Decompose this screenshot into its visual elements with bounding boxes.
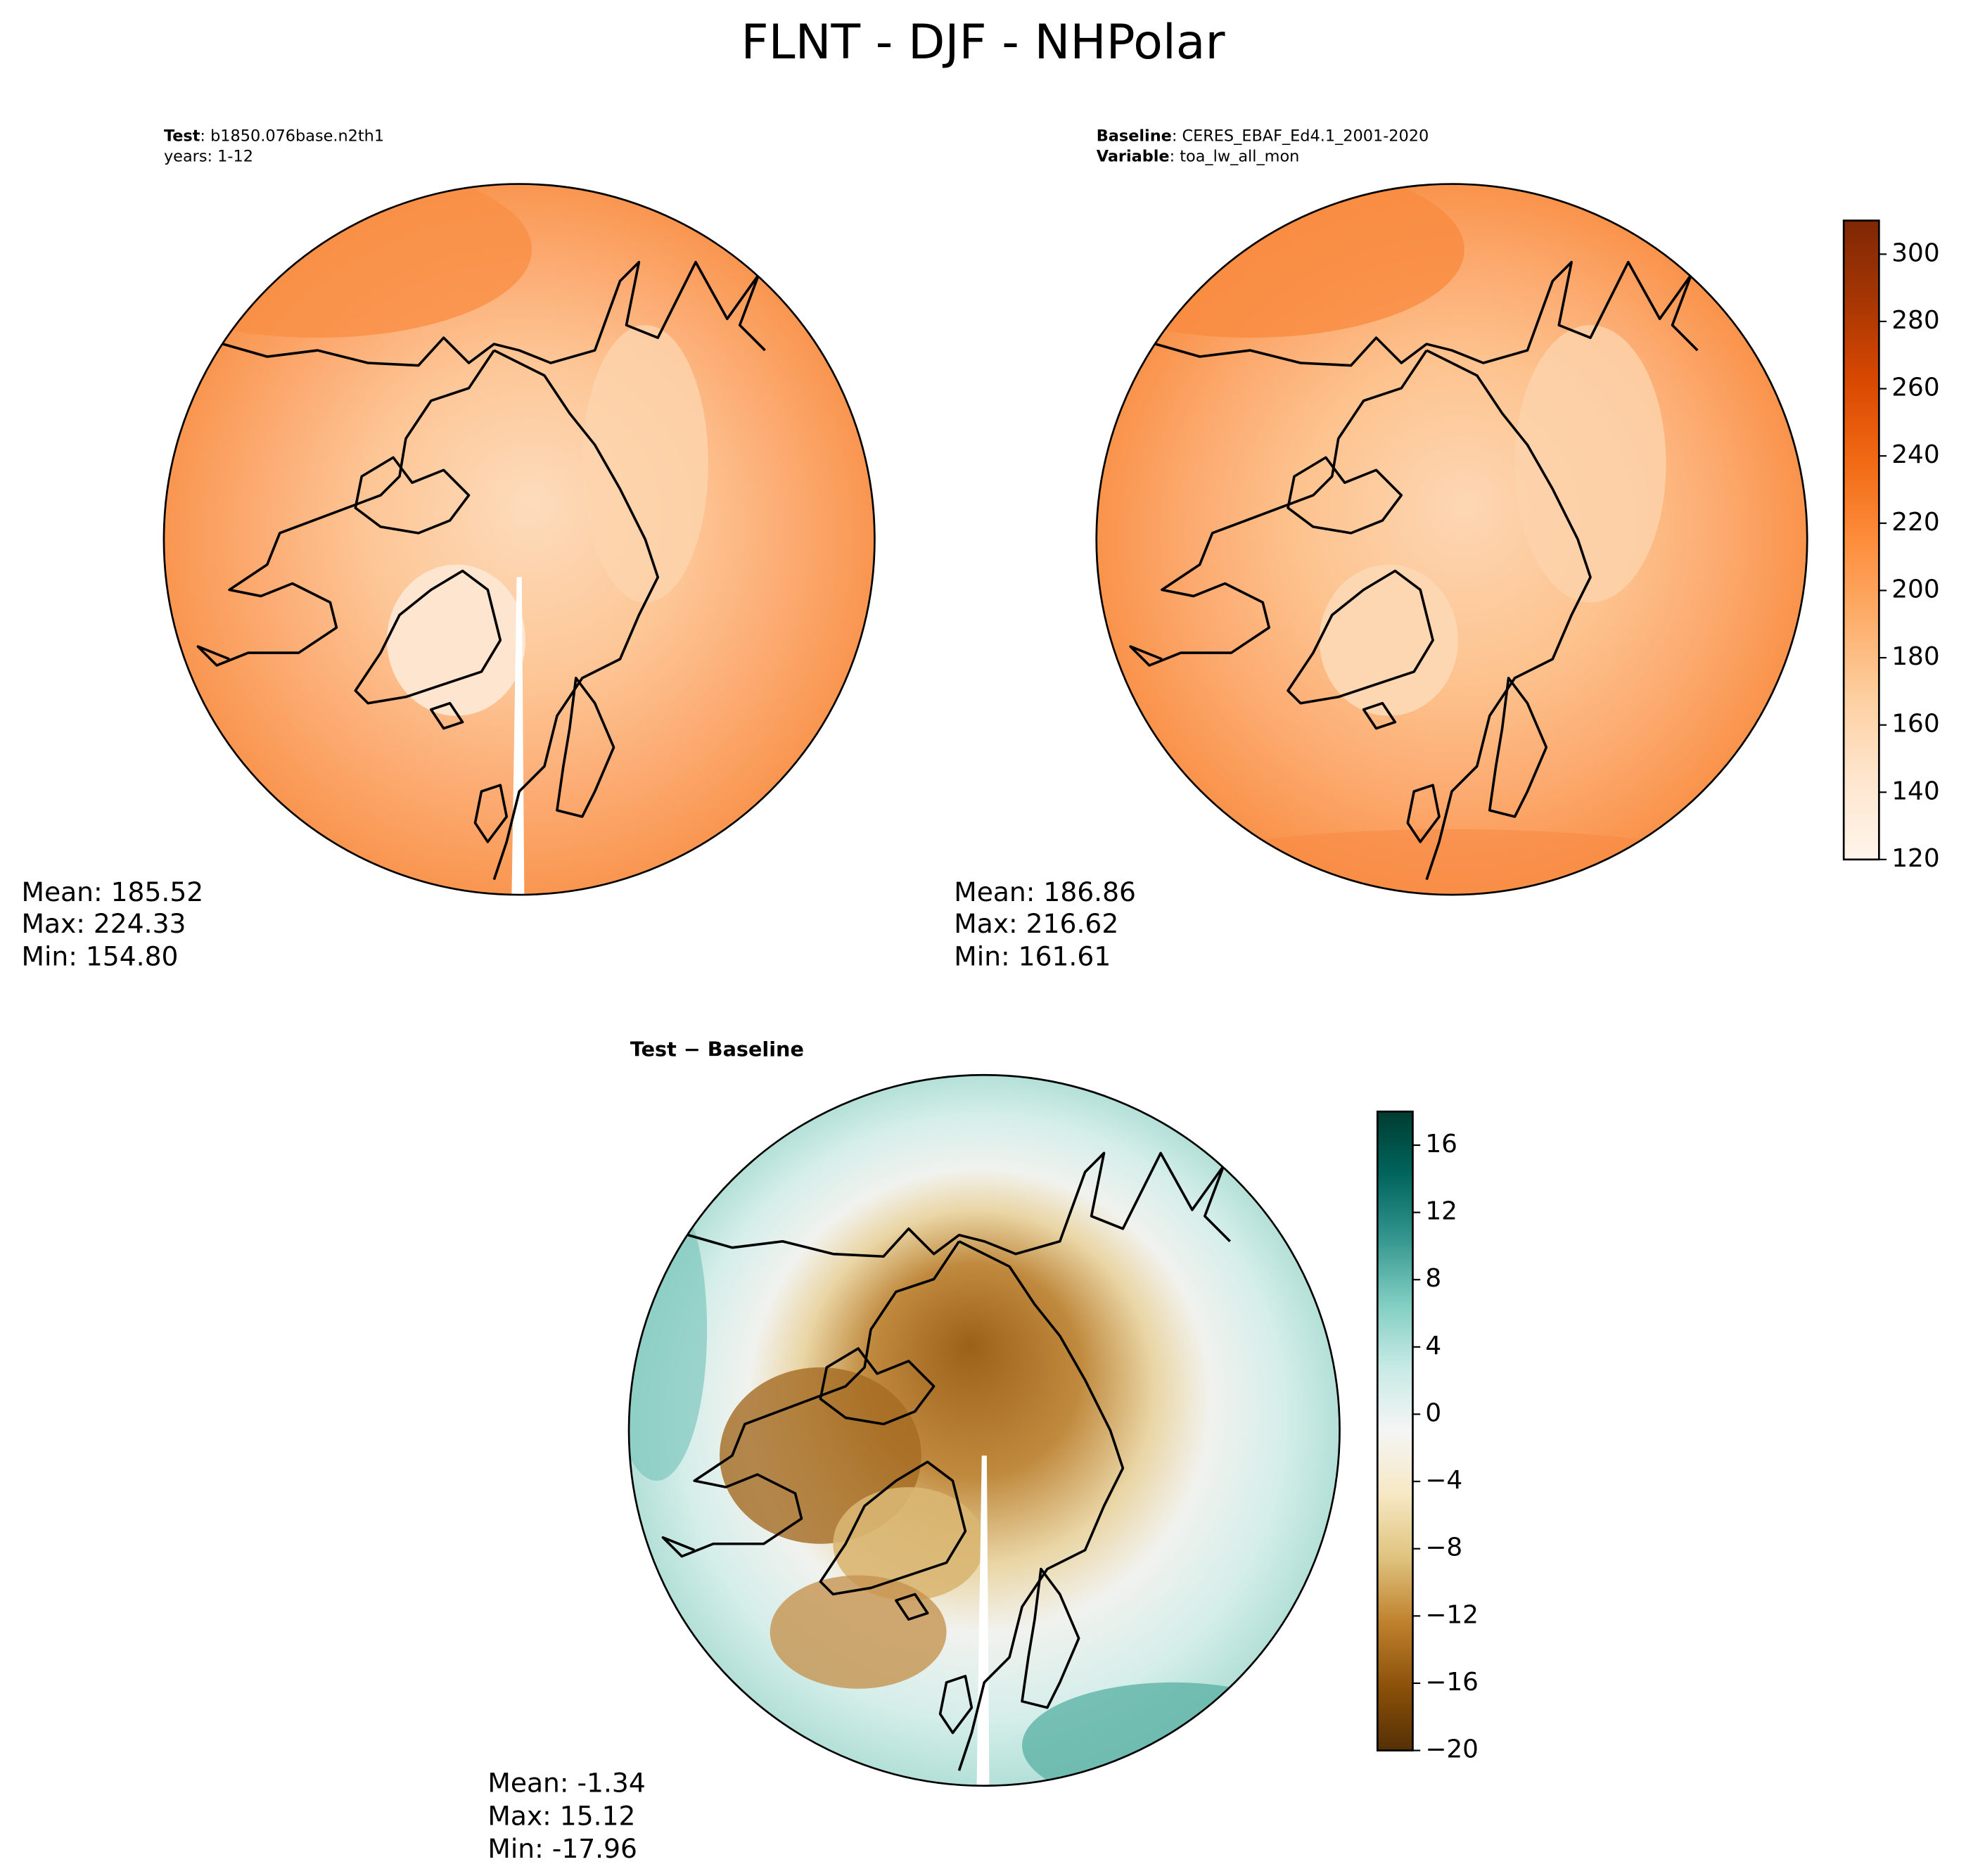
tick-label: 240	[1891, 440, 1939, 469]
stat: Min: 154.80	[21, 940, 178, 971]
tick-label: 180	[1891, 642, 1939, 671]
label-value: : b1850.076base.n2th1	[200, 127, 384, 146]
map	[627, 1073, 1341, 1787]
tick-label: 160	[1891, 710, 1939, 739]
tick-label: 220	[1891, 508, 1939, 537]
panel-label: Test: b1850.076base.n2th1	[164, 127, 384, 146]
stat: Mean: -1.34	[487, 1768, 645, 1799]
figure-title: FLNT - DJF - NHPolar	[741, 15, 1225, 70]
tick-label: −16	[1425, 1668, 1479, 1697]
label-value: : toa_lw_all_mon	[1170, 147, 1300, 165]
panel-label: years: 1-12	[164, 147, 253, 165]
tick-label: 12	[1425, 1197, 1457, 1226]
label-key: Test	[164, 127, 200, 146]
tick-label: 8	[1425, 1264, 1441, 1293]
stat: Min: -17.96	[487, 1833, 637, 1864]
tick-label: −4	[1425, 1466, 1462, 1495]
label-key: Variable	[1097, 147, 1170, 165]
tick-label: 200	[1891, 575, 1939, 604]
stat: Mean: 185.52	[21, 876, 203, 907]
panel-label: Variable: toa_lw_all_mon	[1097, 147, 1300, 165]
panel-label: Test − Baseline	[630, 1037, 804, 1061]
stat: Max: 216.62	[954, 908, 1118, 939]
tick-label: 4	[1425, 1332, 1441, 1360]
colorbar	[1842, 219, 1880, 861]
stat: Min: 161.61	[954, 940, 1111, 971]
tick-label: 140	[1891, 777, 1939, 805]
tick-label: 260	[1891, 374, 1939, 402]
panel-label: Baseline: CERES_EBAF_Ed4.1_2001-2020	[1097, 127, 1429, 146]
stat: Max: 15.12	[487, 1800, 635, 1831]
map	[162, 183, 876, 896]
tick-label: 300	[1891, 238, 1939, 267]
tick-label: 16	[1425, 1130, 1457, 1159]
stat: Mean: 186.86	[954, 876, 1136, 907]
tick-label: 0	[1425, 1398, 1441, 1427]
tick-label: −12	[1425, 1600, 1479, 1629]
label-value: : CERES_EBAF_Ed4.1_2001-2020	[1172, 127, 1429, 146]
tick-label: 120	[1891, 844, 1939, 873]
map	[1095, 183, 1808, 896]
colorbar	[1376, 1110, 1414, 1751]
tick-label: −20	[1425, 1735, 1479, 1764]
tick-label: 280	[1891, 306, 1939, 335]
tick-label: −8	[1425, 1533, 1462, 1562]
label-key: Baseline	[1097, 127, 1172, 146]
stat: Max: 224.33	[21, 908, 186, 939]
